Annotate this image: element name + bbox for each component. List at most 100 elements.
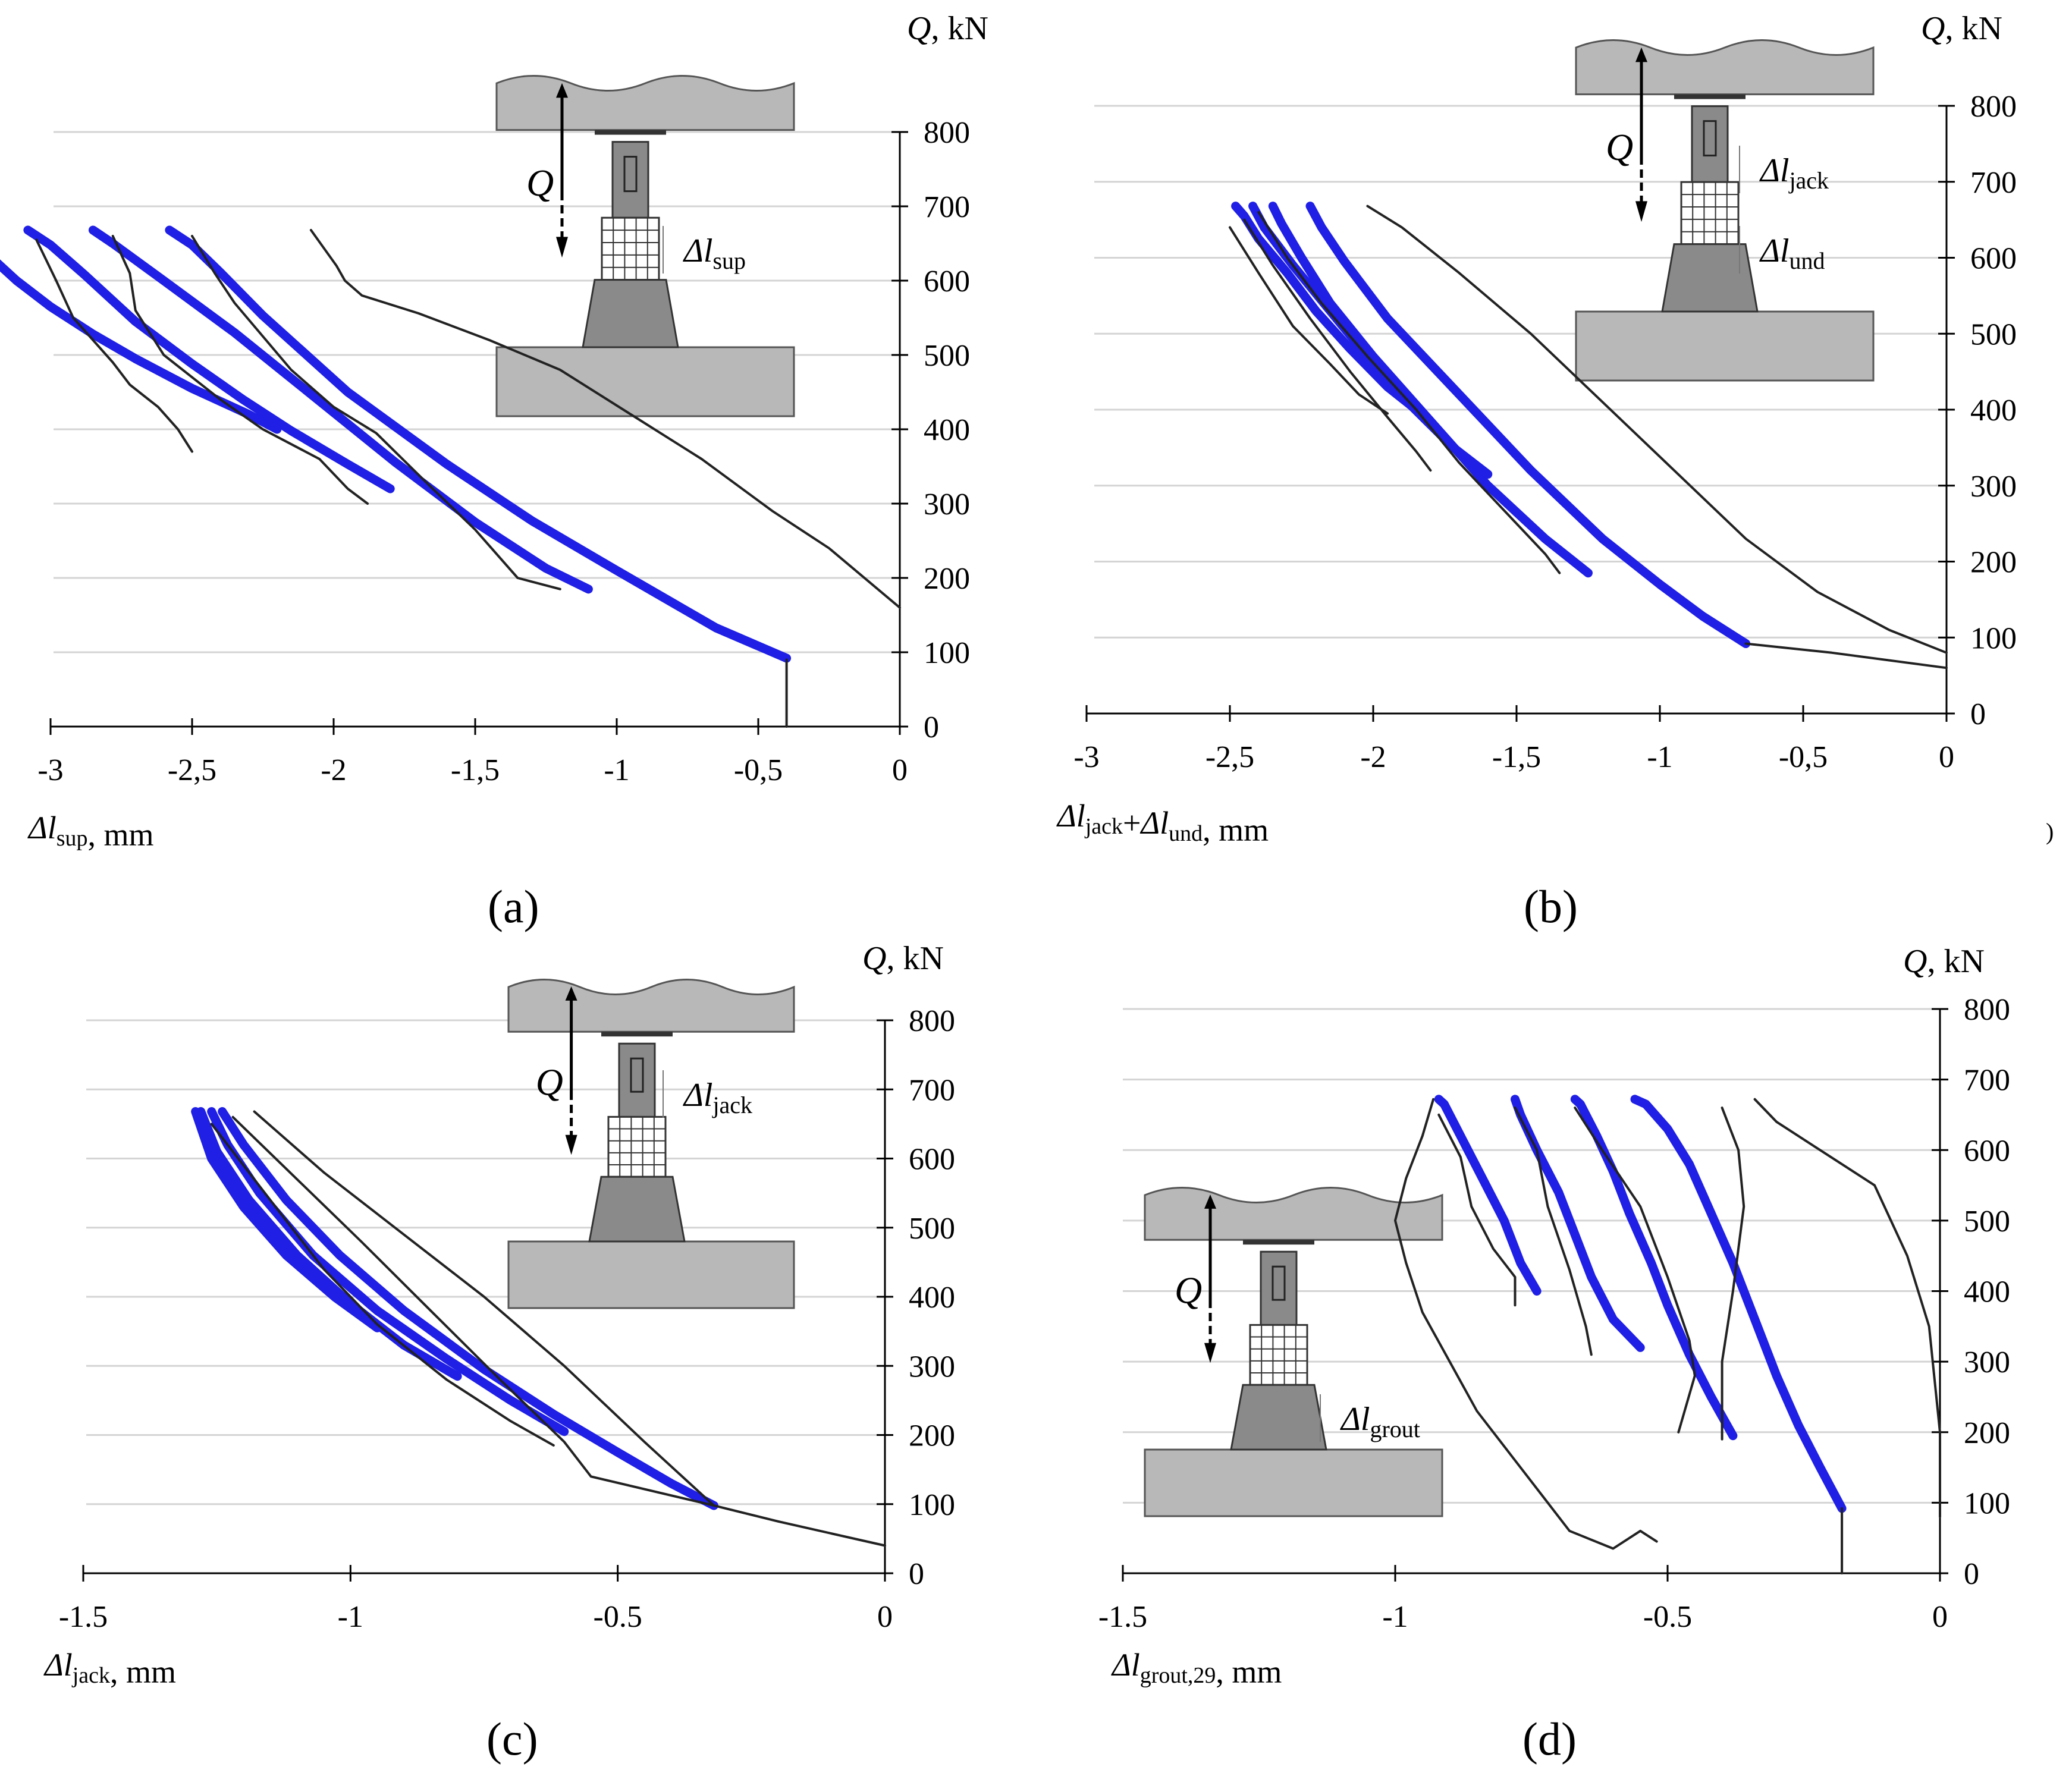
y-tick-label: 200 bbox=[1964, 1416, 2010, 1450]
x-tick-label: -1,5 bbox=[451, 753, 500, 787]
lower-slab bbox=[507, 1240, 795, 1309]
y-tick-label: 0 bbox=[1964, 1557, 1979, 1591]
grid-block bbox=[607, 1115, 667, 1178]
unloading-curve-8 bbox=[1437, 1113, 1517, 1307]
arrow-head-down bbox=[556, 237, 568, 258]
x-tick-label: 0 bbox=[1939, 740, 1954, 774]
y-tick-label: 300 bbox=[1964, 1346, 2010, 1379]
measure-label: Δlsup bbox=[683, 232, 746, 274]
grid-block bbox=[1680, 181, 1740, 246]
x-axis-label: Δlsup, mm bbox=[27, 810, 154, 853]
y-tick-label: 400 bbox=[909, 1281, 955, 1315]
x-tick-label: -1,5 bbox=[1492, 740, 1541, 774]
unloading-curve-5 bbox=[231, 1115, 715, 1507]
x-tick-label: -2 bbox=[321, 753, 346, 787]
caption-d: (d) bbox=[1522, 1713, 1577, 1765]
y-tick-label: 700 bbox=[924, 190, 970, 224]
arrow-head-up bbox=[1204, 1195, 1216, 1209]
y-tick-label: 600 bbox=[1970, 242, 2017, 276]
grid-block bbox=[601, 216, 660, 281]
x-axis-label: Δljack, mm bbox=[43, 1647, 176, 1690]
loading-curve-3 bbox=[1434, 1095, 1542, 1296]
x-tick-label: 0 bbox=[877, 1600, 893, 1634]
y-tick-label: 500 bbox=[1964, 1205, 2010, 1239]
unloading-curve-9 bbox=[1394, 1098, 1658, 1550]
unloading-curve-5 bbox=[191, 235, 561, 590]
caption-c: (c) bbox=[486, 1713, 538, 1765]
y-tick-label: 100 bbox=[924, 636, 970, 670]
panel-d: Q Δlgrout 0 100 200 300 400 500 600 700 800 -1.5 -1 -… bbox=[1098, 943, 2010, 1690]
measure-label: Δlgrout bbox=[1340, 1401, 1420, 1442]
unloading-curve-6 bbox=[1574, 1107, 1696, 1434]
x-tick-label: -0.5 bbox=[1643, 1600, 1692, 1634]
x-tick-label: -2,5 bbox=[1205, 740, 1254, 774]
force-label: Q bbox=[1606, 126, 1633, 168]
x-tick-label: -0,5 bbox=[1779, 740, 1828, 774]
arrow-head-down bbox=[565, 1134, 577, 1155]
y-tick-label: 200 bbox=[924, 562, 970, 596]
x-tick-label: -2 bbox=[1360, 740, 1386, 774]
y-tick-label: 400 bbox=[924, 413, 970, 447]
jack-body bbox=[1691, 105, 1729, 183]
arrow-head-up bbox=[1635, 47, 1647, 62]
x-tick-label: -1 bbox=[1647, 740, 1672, 774]
y-tick-label: 600 bbox=[1964, 1134, 2010, 1168]
loading-curve-0 bbox=[1630, 1095, 1847, 1513]
unloading-curve-6 bbox=[1243, 218, 1432, 472]
y-tick-label: 200 bbox=[909, 1419, 955, 1453]
y-axis-label: Q, kN bbox=[1903, 943, 1985, 980]
y-tick-label: 800 bbox=[924, 116, 970, 150]
y-axis-label: Q, kN bbox=[862, 940, 944, 977]
jack-window bbox=[630, 1057, 644, 1093]
x-tick-label: -0,5 bbox=[734, 753, 783, 787]
x-tick-label: -3 bbox=[1073, 740, 1099, 774]
top-plate bbox=[595, 130, 666, 135]
structure-inset: Q Δlgrout bbox=[1144, 1187, 1443, 1517]
y-tick-label: 300 bbox=[909, 1350, 955, 1384]
top-plate bbox=[1674, 94, 1745, 99]
jack-window bbox=[623, 156, 638, 193]
x-tick-label: -0.5 bbox=[594, 1600, 642, 1634]
top-plate bbox=[601, 1032, 673, 1037]
structure-inset: Q Δljack Δlund bbox=[1575, 39, 1875, 382]
loading-curve-0 bbox=[1305, 202, 1751, 648]
measure-label: Δlund bbox=[1759, 232, 1825, 274]
y-tick-label: 500 bbox=[1970, 318, 2017, 351]
lower-slab bbox=[495, 346, 795, 417]
jack-body bbox=[618, 1042, 656, 1118]
lower-slab bbox=[1144, 1448, 1443, 1517]
force-label: Q bbox=[526, 162, 554, 204]
jack-window bbox=[1272, 1265, 1286, 1301]
loading-curve-2 bbox=[23, 225, 395, 493]
y-tick-label: 700 bbox=[1970, 166, 2017, 200]
base-plinth bbox=[1230, 1384, 1327, 1451]
y-tick-label: 0 bbox=[1970, 697, 1986, 731]
loading-curve-3 bbox=[191, 1107, 382, 1332]
base-plinth bbox=[588, 1175, 686, 1243]
x-tick-label: -1 bbox=[338, 1600, 363, 1634]
panel-c: Q Δljack 0 100 200 300 400 500 600 700 800 -1.5 -1 -0… bbox=[43, 940, 955, 1690]
measure-label: Δljack bbox=[683, 1077, 752, 1118]
loading-curve-3 bbox=[1231, 202, 1421, 414]
y-axis-label: Q, kN bbox=[907, 10, 988, 47]
x-axis-label: Δljack+Δlund, mm bbox=[1056, 798, 1269, 848]
x-tick-label: -1.5 bbox=[1098, 1600, 1147, 1634]
y-tick-label: 100 bbox=[909, 1488, 955, 1522]
base-plinth bbox=[1661, 243, 1759, 313]
x-tick-label: 0 bbox=[1932, 1600, 1948, 1634]
x-tick-label: -1.5 bbox=[59, 1600, 108, 1634]
grid-block bbox=[1249, 1324, 1308, 1386]
loading-curve-2 bbox=[1511, 1095, 1645, 1352]
upper-slab bbox=[495, 75, 795, 131]
y-tick-label: 200 bbox=[1970, 546, 2017, 580]
unloading-curve-6 bbox=[111, 235, 369, 505]
upper-slab bbox=[507, 979, 795, 1033]
arrow-head-down bbox=[1635, 201, 1647, 222]
unloading-curve-4 bbox=[253, 1110, 886, 1547]
x-tick-label: -1 bbox=[1382, 1600, 1408, 1634]
unloading-curve-7 bbox=[1514, 1107, 1593, 1356]
loading-curve-1 bbox=[1268, 202, 1593, 578]
caption-a: (a) bbox=[488, 881, 539, 932]
unloading-curve-4 bbox=[309, 229, 901, 609]
